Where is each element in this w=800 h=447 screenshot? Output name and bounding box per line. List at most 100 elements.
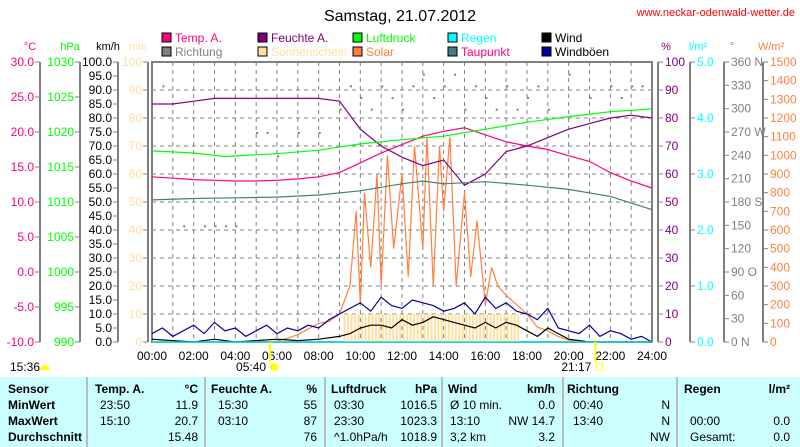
sunshine-bar (517, 314, 520, 342)
sunshine-bar (444, 314, 447, 342)
sunshine-bar (437, 314, 440, 342)
header-wind: Wind (448, 382, 478, 396)
table-cell-dir-v: N (661, 414, 670, 428)
axis-tick-label-temp: 10.0 (11, 195, 35, 209)
table-cell-rain-v: 0.0 (773, 414, 790, 428)
site-url: www.neckar-odenwald-wetter.de (636, 7, 795, 19)
axis-tick-label-wind: 25.0 (89, 265, 113, 279)
table-cell-dir-t: 13:40 (573, 414, 604, 428)
sunshine-bar (343, 314, 346, 342)
header-hum-unit: % (306, 382, 317, 396)
table-cell-hum-v: 76 (303, 430, 317, 444)
x-tick-label: 06:00 (262, 349, 292, 363)
axis-tick-label-temp: 25.0 (11, 90, 35, 104)
direction-point (370, 108, 373, 111)
x-tick-label: 10:00 (345, 349, 375, 363)
legend-label: Solar (366, 45, 394, 59)
table-cell-rain-t: 00:00 (690, 414, 721, 428)
direction-point (381, 85, 384, 88)
direction-point (547, 108, 550, 111)
axis-tick-label-wind: 100.0 (82, 55, 112, 69)
x-tick-label: 18:00 (512, 349, 542, 363)
sunshine-bar (430, 314, 433, 342)
sunshine-bar (367, 314, 370, 342)
direction-point (516, 108, 519, 111)
table-cell-dir-t: 00:40 (573, 398, 604, 412)
sunshine-bar (374, 314, 377, 342)
axis-tick-label-solar: 800 (770, 186, 790, 200)
axis-tick-label-humidity: 60 (665, 167, 679, 181)
sunset-icon (595, 362, 603, 371)
axis-tick-label-pressure: 1020 (47, 125, 74, 139)
sunshine-bar (492, 314, 495, 342)
sunshine-bar (486, 314, 489, 342)
axis-tick-label-rain: 4.0 (697, 111, 714, 125)
axis-tick-label-solar: 1100 (770, 130, 796, 144)
sunshine-bar (395, 314, 398, 342)
direction-point (266, 132, 269, 134)
table-cell-wind-t: Ø 10 min. (450, 398, 503, 412)
axis-tick-label-sun: 50 (129, 195, 143, 209)
sunshine-bar (479, 314, 482, 342)
sunshine-bar (354, 314, 357, 342)
direction-point (527, 97, 529, 99)
sunshine-bar (378, 314, 381, 342)
sunshine-bar (465, 314, 468, 342)
series-luftdruck (151, 108, 653, 158)
sunshine-bar (482, 314, 485, 342)
axis-tick-label-temp: -10.0 (7, 335, 35, 349)
x-tick-label: 14:00 (429, 349, 459, 363)
table-cell-label: MaxWert (8, 414, 58, 428)
axis-tick-label-direction: 120 (731, 242, 751, 256)
axis-tick-label-humidity: 70 (665, 139, 679, 153)
table-cell-press-t: 03:30 (334, 398, 365, 412)
sunshine-bar (451, 314, 454, 342)
axis-tick-label-sun: 70 (129, 139, 143, 153)
table-cell-dir-v: N (661, 398, 670, 412)
header-dir: Richtung (567, 382, 619, 396)
direction-point (204, 225, 207, 228)
direction-point (162, 85, 165, 88)
x-tick-label: 20:00 (554, 349, 584, 363)
axis-tick-label-sun: 0 (135, 335, 142, 349)
weather-chart: Samstag, 21.07.2012 www.neckar-odenwald-w… (7, 7, 797, 374)
sunset-time: 21:17 (561, 360, 591, 374)
axis-tick-label-wind: 35.0 (89, 237, 113, 251)
summary-table: Sensor Temp. A. °C Feuchte A. % Luftdruc… (0, 377, 800, 447)
direction-point (391, 97, 394, 99)
axis-unit-direction: ° (730, 41, 734, 53)
axis-tick-label-direction: 330 (731, 78, 751, 92)
series-wind (151, 316, 652, 343)
table-cell-hum-t: 03:10 (218, 414, 249, 428)
legend-swatch (257, 46, 268, 57)
series-feuchtea (152, 97, 653, 186)
legend-swatch (447, 46, 458, 57)
axis-tick-label-sun: 100 (122, 55, 142, 69)
direction-point (422, 73, 425, 76)
x-tick-label: 00:00 (137, 349, 167, 363)
axis-tick-label-solar: 1300 (770, 92, 797, 106)
axis-tick-label-sun: 80 (129, 111, 143, 125)
direction-point (495, 108, 498, 111)
sunshine-bar (503, 314, 506, 342)
sunshine-bar (409, 314, 412, 342)
sunshine-bar (513, 314, 516, 342)
axis-unit-pressure: hPa (60, 41, 80, 53)
header-press-unit: hPa (414, 382, 437, 396)
sunshine-bar (489, 314, 492, 342)
axis-unit-sun: min (129, 41, 147, 53)
table-cell-press-t: ^1.0hPa/h (334, 430, 388, 444)
axis-tick-label-pressure: 1000 (47, 265, 74, 279)
direction-point (641, 85, 644, 88)
sunshine-bar (347, 314, 350, 342)
legend-label: Richtung (175, 45, 222, 59)
sunshine-bar (402, 314, 405, 342)
legend-label: Taupunkt (461, 45, 510, 59)
axis-tick-label-humidity: 20 (665, 279, 679, 293)
axis-tick-label-solar: 100 (770, 316, 790, 330)
axis-tick-label-temp: 20.0 (11, 125, 35, 139)
sunshine-bar (364, 314, 367, 342)
axis-unit-wind: km/h (96, 41, 120, 53)
direction-point (589, 97, 592, 99)
header-sensor: Sensor (8, 382, 49, 396)
